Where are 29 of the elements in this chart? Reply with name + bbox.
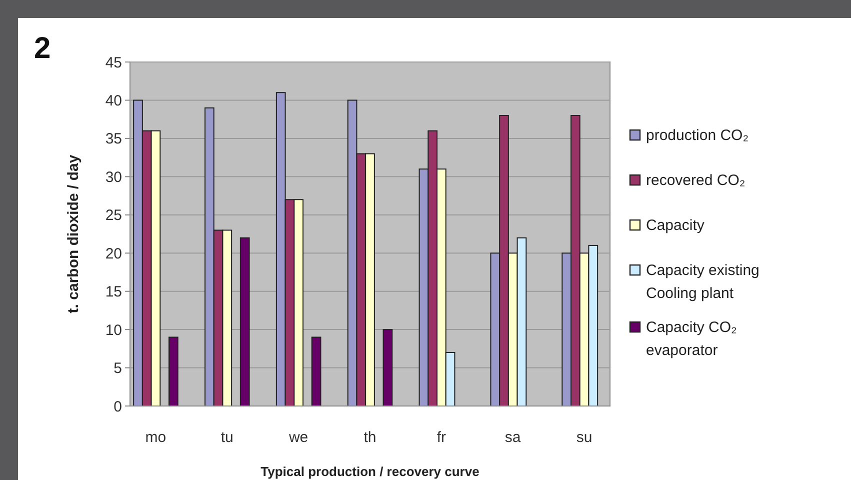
text: 2 xyxy=(34,32,51,65)
x-tick-label: th xyxy=(364,429,376,446)
y-tick-label: 45 xyxy=(105,54,122,72)
x-tick-label: su xyxy=(576,429,592,446)
y-tick-label: 15 xyxy=(105,284,122,301)
x-tick-label: tu xyxy=(220,429,234,446)
y-tick-label: 25 xyxy=(105,207,122,224)
x-tick-label: fr xyxy=(436,429,446,446)
y-tick-label: 35 xyxy=(105,130,122,148)
bar xyxy=(311,336,322,406)
y-tick-label: 10 xyxy=(105,322,122,339)
bar xyxy=(240,237,250,406)
y-tick-label: 40 xyxy=(105,92,122,110)
legend-label: Capacity CO₂ evaporator xyxy=(646,319,738,359)
legend-label: Capacity xyxy=(646,217,705,234)
y-tick-label: 30 xyxy=(105,168,122,186)
y-axis-title: t. carbon dioxide / day xyxy=(65,154,82,314)
legend-label: Capacity existing Cooling plant xyxy=(646,262,760,302)
x-tick-label: mo xyxy=(145,429,166,446)
y-tick-label: 5 xyxy=(114,360,122,378)
bar xyxy=(382,329,393,406)
y-tick-label: 0 xyxy=(114,398,122,416)
legend-label: production CO₂ xyxy=(646,127,749,144)
legend-label: recovered CO₂ xyxy=(646,172,746,189)
x-tick-label: we xyxy=(288,429,308,446)
x-axis-title: Typical production / recovery curve xyxy=(260,464,480,479)
y-tick-label: 20 xyxy=(105,245,122,262)
bar xyxy=(168,336,178,406)
x-tick-label: sa xyxy=(504,429,522,446)
